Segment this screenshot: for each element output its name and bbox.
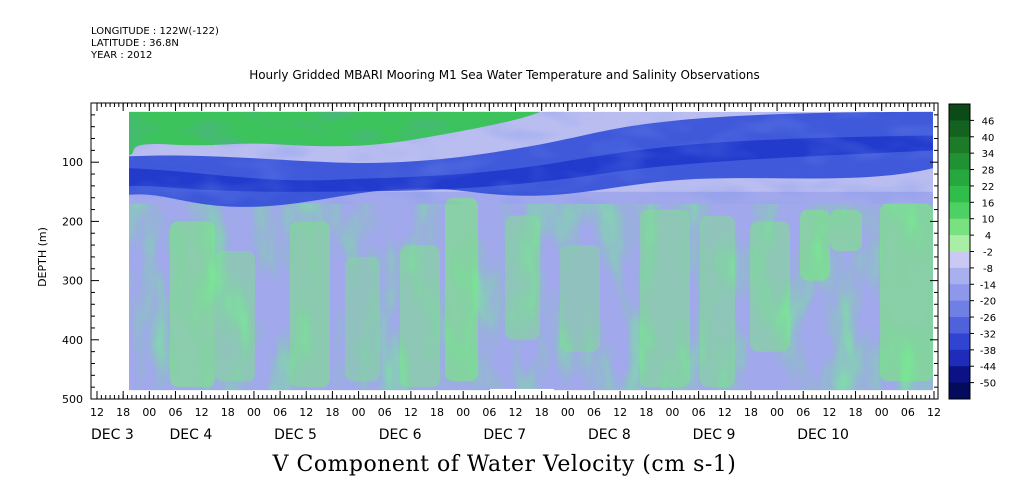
x-day-label: DEC 3 bbox=[91, 427, 134, 443]
colorbar-segment bbox=[949, 120, 970, 138]
y-tick-label: 400 bbox=[62, 334, 83, 347]
x-hour-label: 18 bbox=[535, 406, 549, 419]
y-tick-label: 100 bbox=[62, 156, 83, 169]
colorbar-segment bbox=[949, 300, 970, 318]
colorbar-label: -32 bbox=[980, 329, 996, 340]
y-tick-label: 500 bbox=[62, 393, 83, 406]
colorbar-segment bbox=[949, 284, 970, 302]
latitude-label: LATITUDE : 36.8N bbox=[91, 38, 179, 49]
x-hour-label: 00 bbox=[770, 406, 784, 419]
colorbar-label: 40 bbox=[982, 133, 995, 144]
colorbar-segment bbox=[949, 153, 970, 171]
x-hour-label: 12 bbox=[404, 406, 418, 419]
colorbar-segment bbox=[949, 185, 970, 203]
x-hour-label: 12 bbox=[195, 406, 209, 419]
x-day-label: DEC 4 bbox=[169, 427, 212, 443]
x-hour-label: 18 bbox=[639, 406, 653, 419]
plot-area bbox=[129, 111, 933, 399]
x-hour-label: 00 bbox=[875, 406, 889, 419]
colorbar-label: -44 bbox=[980, 362, 996, 373]
x-hour-label: 12 bbox=[718, 406, 732, 419]
x-hour-label: 12 bbox=[509, 406, 523, 419]
axes: 100 200 300 400 500 DEPTH (m) 12 18 00 06 12 18 00 06… bbox=[36, 102, 941, 443]
colorbar-label: -14 bbox=[980, 280, 996, 291]
chart-title: Hourly Gridded MBARI Mooring M1 Sea Wate… bbox=[249, 68, 760, 82]
year-label: YEAR : 2012 bbox=[91, 50, 153, 61]
x-hour-label: 00 bbox=[561, 406, 575, 419]
x-hour-label: 12 bbox=[90, 406, 104, 419]
x-hour-label: 12 bbox=[927, 406, 941, 419]
colorbar-segment bbox=[949, 349, 970, 367]
x-day-label: DEC 5 bbox=[274, 427, 317, 443]
colorbar-label: -8 bbox=[983, 264, 993, 275]
colorbar-segment bbox=[949, 169, 970, 187]
x-hour-label: 06 bbox=[692, 406, 706, 419]
x-hour-label: 18 bbox=[221, 406, 235, 419]
x-hour-label: 18 bbox=[430, 406, 444, 419]
colorbar-segment bbox=[949, 235, 970, 252]
colorbar-segment bbox=[949, 202, 970, 220]
x-day-label: DEC 10 bbox=[797, 427, 849, 443]
longitude-label: LONGITUDE : 122W(-122) bbox=[91, 26, 219, 37]
x-day-label: DEC 8 bbox=[588, 427, 631, 443]
y-tick-label: 300 bbox=[62, 275, 83, 288]
colorbar-label: 22 bbox=[982, 182, 995, 193]
colorbar-segment bbox=[949, 218, 970, 236]
colorbar-label: -20 bbox=[980, 297, 996, 308]
plot-frame bbox=[90, 102, 939, 400]
y-tick-label: 200 bbox=[62, 215, 83, 228]
x-day-label: DEC 9 bbox=[693, 427, 736, 443]
colorbar-label: -50 bbox=[980, 379, 996, 390]
colorbar-segment bbox=[949, 333, 970, 351]
colorbar-segment bbox=[949, 136, 970, 154]
x-hour-label: 06 bbox=[378, 406, 392, 419]
x-hour-label: 12 bbox=[299, 406, 313, 419]
x-hour-label: 00 bbox=[247, 406, 261, 419]
colorbar-segment bbox=[949, 251, 970, 269]
colorbar-segment bbox=[949, 317, 970, 334]
colorbar-label: 4 bbox=[985, 231, 991, 242]
x-hour-label: 18 bbox=[849, 406, 863, 419]
x-hour-label: 00 bbox=[456, 406, 470, 419]
colorbar-label: 16 bbox=[982, 198, 995, 209]
x-hour-label: 12 bbox=[613, 406, 627, 419]
colorbar-segment bbox=[949, 382, 970, 400]
x-hour-label: 06 bbox=[273, 406, 287, 419]
missing-data-gap bbox=[490, 388, 554, 399]
x-hour-label: 06 bbox=[901, 406, 915, 419]
y-axis-label: DEPTH (m) bbox=[36, 227, 49, 287]
x-hour-label: 06 bbox=[587, 406, 601, 419]
colorbar-label: -2 bbox=[983, 248, 993, 259]
texture-overlay bbox=[129, 203, 933, 391]
x-hour-label: 06 bbox=[482, 406, 496, 419]
variable-label: V Component of Water Velocity (cm s-1) bbox=[272, 452, 737, 477]
upper-texture bbox=[129, 111, 933, 204]
x-hour-label: 18 bbox=[325, 406, 339, 419]
colorbar-label: -26 bbox=[980, 313, 996, 324]
colorbar-label: -38 bbox=[980, 346, 996, 357]
x-hour-label: 18 bbox=[744, 406, 758, 419]
colorbar-segment bbox=[949, 104, 970, 121]
x-day-label: DEC 7 bbox=[483, 427, 526, 443]
colorbar-label: 10 bbox=[982, 215, 995, 226]
x-hour-label: 18 bbox=[116, 406, 130, 419]
x-hour-label: 06 bbox=[168, 406, 182, 419]
x-hour-label: 06 bbox=[796, 406, 810, 419]
colorbar-label: 46 bbox=[982, 116, 995, 127]
x-hour-label: 00 bbox=[665, 406, 679, 419]
colorbar-segment bbox=[949, 267, 970, 285]
x-hour-label: 00 bbox=[352, 406, 366, 419]
colorbar-label: 28 bbox=[982, 166, 995, 177]
x-hour-label: 12 bbox=[822, 406, 836, 419]
colorbar-segment bbox=[949, 366, 970, 384]
x-hour-label: 00 bbox=[142, 406, 156, 419]
colorbar-label: 34 bbox=[982, 149, 995, 160]
colorbar: 46 40 34 28 22 16 10 4 -2 -8 -14 -20 -26 -32 -38 -44 -50 bbox=[948, 103, 996, 400]
x-day-label: DEC 6 bbox=[379, 427, 422, 443]
